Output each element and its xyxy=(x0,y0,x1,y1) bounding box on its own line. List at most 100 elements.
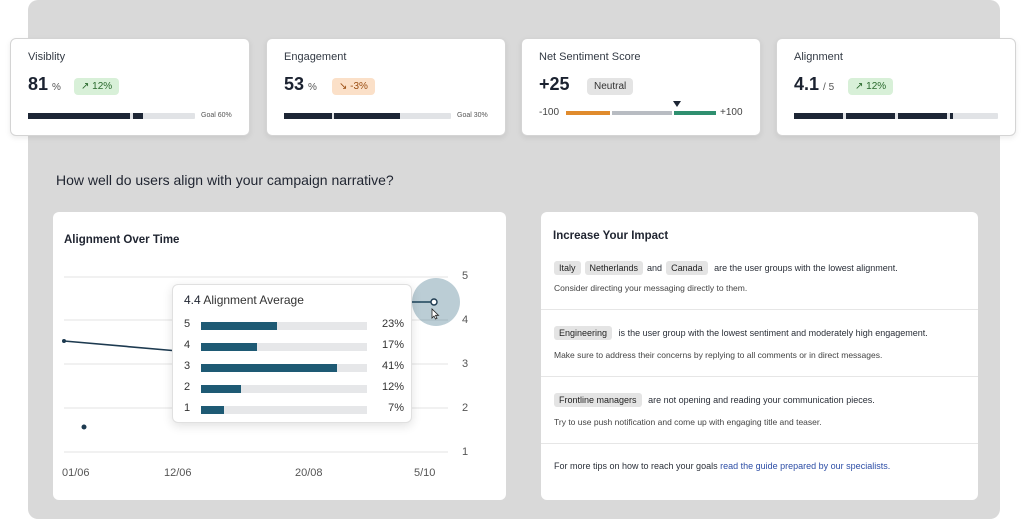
divider xyxy=(541,376,978,377)
section-question: How well do users align with your campai… xyxy=(56,172,394,188)
tooltip-row-key: 1 xyxy=(184,402,191,414)
alignment-trend-badge: ↗ 12% xyxy=(848,78,894,95)
tooltip-row: 5 23% xyxy=(184,318,404,332)
tooltip-row-bar xyxy=(201,385,367,393)
engagement-trend-badge: ↘ -3% xyxy=(332,78,375,95)
guide-link[interactable]: read the guide prepared by our specialis… xyxy=(720,461,891,471)
impact-item-sub: Consider directing your messaging direct… xyxy=(554,283,748,293)
visibility-label: Visiblity xyxy=(28,51,66,63)
tooltip-row-bar xyxy=(201,406,367,414)
sentiment-badge: Neutral xyxy=(587,78,634,95)
tooltip-row-value: 7% xyxy=(388,402,404,414)
tooltip-row: 2 12% xyxy=(184,381,404,395)
visibility-unit: % xyxy=(52,82,61,93)
tooltip-row: 1 7% xyxy=(184,402,404,416)
impact-item-sub: Make sure to address their concerns by r… xyxy=(554,350,883,360)
engagement-progress-bar xyxy=(284,113,451,119)
tooltip-row-bar xyxy=(201,322,367,330)
alignment-progress-seg xyxy=(846,113,895,119)
sentiment-max: +100 xyxy=(720,107,743,118)
engagement-label: Engagement xyxy=(284,51,347,63)
engagement-card[interactable]: Engagement 53% ↘ -3% Goal 30% xyxy=(266,38,506,136)
y-tick: 1 xyxy=(462,446,469,458)
tooltip-row: 4 17% xyxy=(184,339,404,353)
group-chip[interactable]: Netherlands xyxy=(584,261,644,275)
tooltip-row-value: 12% xyxy=(381,381,404,393)
tooltip-row-bar xyxy=(201,364,367,372)
group-chip[interactable]: Canada xyxy=(666,261,708,275)
impact-card: Increase Your Impact Italy Netherlands and… xyxy=(541,212,978,500)
tooltip-title: 4.4 Alignment Average xyxy=(184,293,304,307)
sentiment-marker-icon xyxy=(673,101,681,107)
x-tick: 01/06 xyxy=(62,467,90,479)
cursor-icon xyxy=(431,308,440,320)
sentiment-scale xyxy=(566,101,716,115)
sentiment-min: -100 xyxy=(539,107,560,118)
sentiment-scale-neutral xyxy=(612,111,672,115)
impact-item-sub: Try to use push notification and come up… xyxy=(554,417,822,427)
sentiment-scale-negative xyxy=(566,111,610,115)
tooltip-row-key: 4 xyxy=(184,339,191,351)
visibility-card[interactable]: Visiblity 81% ↗ 12% Goal 60% xyxy=(10,38,250,136)
impact-footer: For more tips on how to reach your goals… xyxy=(554,461,891,471)
sentiment-scale-positive xyxy=(674,111,716,115)
tooltip-row-key: 3 xyxy=(184,360,191,372)
tooltip-row-value: 17% xyxy=(381,339,404,351)
engagement-unit: % xyxy=(308,82,317,93)
x-tick: 20/08 xyxy=(295,467,323,479)
tooltip-row-key: 2 xyxy=(184,381,191,393)
sentiment-label: Net Sentiment Score xyxy=(539,51,641,63)
divider xyxy=(541,443,978,444)
engagement-progress-seg xyxy=(284,113,332,119)
visibility-trend-badge: ↗ 12% xyxy=(74,78,120,95)
tooltip-row-bar xyxy=(201,343,367,351)
group-chip[interactable]: Italy xyxy=(554,261,581,275)
y-tick: 4 xyxy=(462,314,469,326)
alignment-tooltip: 4.4 Alignment Average 5 23% 4 17% 3 41% 2 12% 1 7… xyxy=(172,284,412,423)
tooltip-row-fill xyxy=(201,385,241,393)
engagement-goal: Goal 30% xyxy=(457,112,488,119)
tooltip-row-fill xyxy=(201,406,225,414)
tooltip-row-value: 23% xyxy=(381,318,404,330)
tooltip-row-fill xyxy=(201,343,258,351)
y-tick: 2 xyxy=(462,402,469,414)
impact-item-lowest-alignment: Italy Netherlands and Canada are the user g… xyxy=(554,261,898,275)
sentiment-card[interactable]: Net Sentiment Score +25 Neutral -100 +10… xyxy=(521,38,761,136)
y-tick: 3 xyxy=(462,358,469,370)
tooltip-row-fill xyxy=(201,364,338,372)
alignment-series-line xyxy=(63,340,179,352)
alignment-point xyxy=(62,339,66,343)
tooltip-row-value: 41% xyxy=(381,360,404,372)
alignment-progress-seg xyxy=(794,113,843,119)
alignment-value: 4.1/ 5 xyxy=(794,74,835,94)
tooltip-row-key: 5 xyxy=(184,318,191,330)
visibility-value: 81% xyxy=(28,74,61,94)
visibility-progress-bar xyxy=(28,113,195,119)
group-chip[interactable]: Engineering xyxy=(554,326,613,340)
tooltip-row: 3 41% xyxy=(184,360,404,374)
alignment-point xyxy=(81,424,87,430)
alignment-card[interactable]: Alignment 4.1/ 5 ↗ 12% xyxy=(776,38,1016,136)
sentiment-value: +25 xyxy=(539,74,570,94)
engagement-value: 53% xyxy=(284,74,317,94)
alignment-unit: / 5 xyxy=(823,82,835,93)
engagement-progress-seg xyxy=(334,113,400,119)
chart-title: Alignment Over Time xyxy=(64,234,180,246)
tooltip-row-fill xyxy=(201,322,278,330)
impact-item-lowest-sentiment: Engineering is the user group with the l… xyxy=(554,326,928,340)
group-chip[interactable]: Frontline managers xyxy=(554,393,642,407)
impact-title: Increase Your Impact xyxy=(553,230,669,242)
alignment-progress-bar xyxy=(794,113,998,119)
divider xyxy=(541,309,978,310)
y-tick: 5 xyxy=(462,270,469,282)
impact-item-not-reading: Frontline managers are not opening and r… xyxy=(554,393,875,407)
alignment-progress-seg xyxy=(950,113,953,119)
visibility-progress-seg xyxy=(133,113,143,119)
visibility-progress-seg xyxy=(28,113,130,119)
x-tick: 12/06 xyxy=(164,467,192,479)
alignment-label: Alignment xyxy=(794,51,843,63)
x-tick: 5/10 xyxy=(414,467,436,479)
visibility-goal: Goal 60% xyxy=(201,112,232,119)
alignment-point-active xyxy=(430,298,438,306)
alignment-progress-seg xyxy=(898,113,947,119)
